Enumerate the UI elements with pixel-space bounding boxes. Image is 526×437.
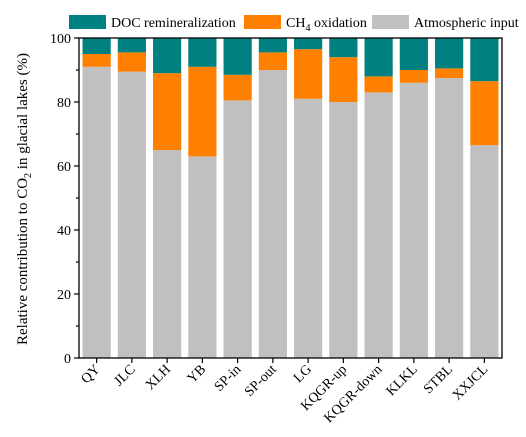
bar-xlh-series-1	[153, 73, 182, 150]
legend-label-doc-remineralization: DOC remineralization	[111, 16, 236, 31]
bar-yb-series-1	[188, 66, 217, 157]
bar-xxjcl-series-0	[470, 145, 499, 358]
bar-stbl-series-2	[435, 38, 464, 69]
bar-xlh-series-0	[153, 150, 182, 358]
bar-stbl-series-1	[435, 68, 464, 78]
bar-xxjcl-series-1	[470, 81, 499, 146]
bar-yb-series-2	[188, 38, 217, 67]
bar-qy-series-2	[82, 38, 111, 54]
bar-kqgr-up-series-1	[329, 57, 358, 102]
bar-kqgr-up-series-0	[329, 102, 358, 358]
bar-lg-series-2	[294, 38, 323, 50]
y-tick-label-60: 60	[57, 160, 71, 175]
bar-sp-out-series-1	[258, 52, 287, 70]
bar-stbl-series-0	[435, 78, 464, 358]
bar-qy-series-1	[82, 54, 111, 67]
x-tick-label-klkl: KLKL	[384, 362, 421, 399]
bar-xlh-series-2	[153, 38, 182, 74]
y-axis-label-rest: in glacial lakes (%)	[15, 53, 31, 173]
legend-label-atmospheric-input: Atmospheric input	[414, 16, 519, 31]
y-axis-label: Relative contribution to CO2 in glacial …	[15, 53, 34, 345]
bar-sp-in-series-2	[223, 38, 252, 75]
y-tick-label-40: 40	[57, 224, 71, 239]
bar-kqgr-down-series-1	[364, 76, 393, 93]
x-tick-label-xxjcl: XXJCL	[450, 362, 491, 403]
bar-lg-series-1	[294, 49, 323, 99]
bar-qy-series-0	[82, 66, 111, 359]
x-tick-label-sp-out: SP-out	[242, 362, 280, 400]
y-tick-label-0: 0	[64, 352, 71, 367]
legend-swatch-doc-remineralization	[69, 15, 106, 29]
bar-sp-in-series-0	[223, 100, 252, 359]
x-tick-label-sp-in: SP-in	[212, 362, 245, 395]
bar-jlc-series-0	[117, 71, 146, 358]
legend-swatch-ch4-oxidation	[244, 15, 281, 29]
bar-sp-out-series-2	[258, 38, 287, 53]
x-tick-label-jlc: JLC	[112, 362, 139, 389]
bar-xxjcl-series-2	[470, 38, 499, 82]
x-tick-label-xlh: XLH	[143, 362, 174, 393]
bar-kqgr-down-series-0	[364, 92, 393, 359]
legend: DOC remineralization CH4 oxidation Atmosph…	[69, 15, 519, 34]
bar-kqgr-down-series-2	[364, 38, 393, 77]
x-tick-label-lg: LG	[291, 362, 315, 386]
y-tick-label-20: 20	[57, 288, 71, 303]
x-tick-label-yb: YB	[185, 362, 209, 386]
legend-swatch-atmospheric-input	[372, 15, 409, 29]
bar-sp-out-series-0	[258, 70, 287, 358]
bar-jlc-series-1	[117, 52, 146, 72]
legend-label-ch4-oxidation: CH4 oxidation	[286, 16, 367, 34]
bar-lg-series-0	[294, 98, 323, 359]
bar-klkl-series-1	[399, 70, 428, 83]
y-axis-label-main: Relative contribution to CO	[15, 178, 31, 345]
y-axis-label-sub: 2	[23, 173, 34, 178]
x-tick-label-qy: QY	[79, 362, 104, 387]
y-tick-label-100: 100	[50, 32, 71, 47]
bar-klkl-series-0	[399, 82, 428, 359]
bars-layer	[82, 38, 499, 359]
bar-yb-series-0	[188, 156, 217, 358]
bar-klkl-series-2	[399, 38, 428, 70]
bar-sp-in-series-1	[223, 74, 252, 101]
bar-kqgr-up-series-2	[329, 38, 358, 58]
bar-jlc-series-2	[117, 38, 146, 53]
y-tick-label-80: 80	[57, 96, 71, 111]
